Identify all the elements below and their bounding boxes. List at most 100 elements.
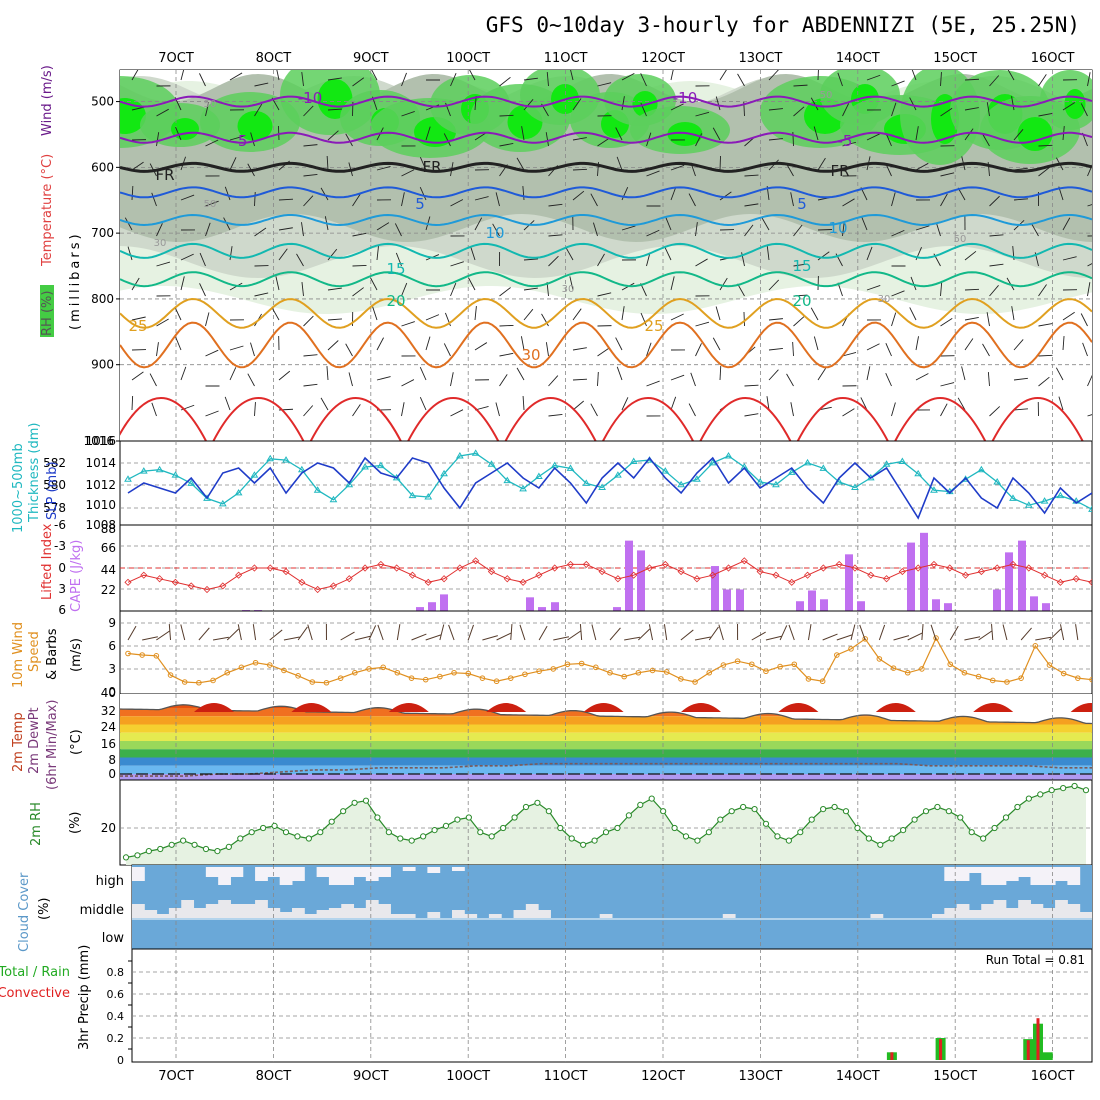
wind-barb: [303, 405, 314, 417]
lifted-index-point: [250, 564, 258, 572]
wind10m-barb: [510, 624, 513, 641]
cloud-mid-cell: [1030, 904, 1044, 918]
cloud-mid-cell: [132, 904, 145, 918]
wind10m-label-1: 10m Wind: [11, 622, 26, 688]
thickness-point: [930, 486, 938, 493]
thickness-point: [250, 471, 259, 478]
wind-barb: [469, 70, 476, 81]
wind-barb: [320, 397, 329, 411]
cape-bar: [428, 602, 436, 611]
wind-barb: [891, 229, 905, 237]
wind-barb: [915, 225, 930, 231]
cloud-high-cell: [1018, 867, 1031, 877]
lifted-index-point: [140, 571, 148, 579]
date-label-bottom: 7OCT: [158, 1069, 194, 1084]
wind10m-point: [989, 677, 996, 684]
wind-barb: [450, 282, 457, 297]
pressure-tick: 1016: [83, 434, 114, 448]
wind10m-point: [1046, 662, 1053, 668]
wind-barb: [910, 276, 917, 291]
cape-bar: [551, 602, 559, 611]
thickness-label-2: Thickness (dm): [27, 423, 42, 523]
li-tick: 0: [58, 561, 66, 575]
wind-barb: [401, 402, 405, 417]
cape-bar: [932, 599, 940, 611]
wind-barb: [744, 384, 759, 387]
wind-barb: [327, 108, 342, 111]
cloud-high-cell: [968, 867, 982, 873]
wind-barb: [817, 368, 827, 381]
cloud-mid-cell: [956, 904, 970, 918]
wind10m-panel: 9 6 3 0 10m Wind Speed & Barbs (m/s): [11, 610, 1093, 699]
cloud-mid-cell: [279, 912, 293, 918]
rh2m-point: [602, 829, 610, 836]
wind-barb: [891, 402, 896, 417]
cape-bar: [796, 601, 804, 611]
wind10m-point: [125, 650, 131, 657]
wind-barb: [401, 282, 408, 297]
thickness-point: [408, 491, 417, 499]
wind-barb: [450, 72, 457, 87]
wind-barb: [254, 227, 267, 237]
wind-barb: [376, 222, 390, 231]
cloud-mid-cell: [1067, 904, 1081, 918]
thickness-point: [361, 462, 369, 470]
wind-barb: [320, 187, 329, 201]
temp-peak: [388, 703, 429, 712]
cape-lifted-index-panel: -6 -3 0 3 6 88 66 44 22 Lifted Index CAPE (J/kg): [40, 518, 1093, 617]
date-label-bottom: 8OCT: [256, 1069, 292, 1084]
wind-barb: [986, 102, 990, 117]
thickness-point: [266, 454, 275, 462]
wind-barb: [646, 380, 660, 387]
thickness-point: [772, 480, 780, 488]
lifted-index-point: [535, 571, 543, 579]
rh2m-point: [728, 808, 735, 815]
rh2m-point: [168, 841, 175, 848]
wind-barb: [570, 70, 574, 81]
rh2m-point: [442, 822, 450, 830]
cloud-mid-cell: [981, 904, 995, 918]
temp-peak: [291, 703, 332, 712]
wind-barb: [327, 287, 342, 291]
wind-barb: [1038, 323, 1053, 327]
wind-barb: [254, 292, 269, 297]
rh2m-point: [568, 835, 575, 842]
cape-bar: [440, 594, 448, 611]
date-label-bottom: 12OCT: [641, 1069, 685, 1084]
isotherm-15: [120, 242, 1092, 259]
cloud-mid-cell: [870, 914, 884, 918]
cape-bar: [857, 601, 865, 611]
wind-barb: [989, 195, 1000, 207]
cloud-cover-panel: high middle low Cloud Cover (%): [17, 864, 1093, 952]
rh2m-point: [922, 808, 930, 815]
rh2m-point: [854, 824, 861, 832]
wind-barb: [419, 397, 427, 411]
lifted-index-point: [977, 568, 985, 576]
rh2m-point: [317, 829, 324, 836]
rh-contour-label: 50: [820, 90, 833, 101]
wind-barb: [885, 343, 892, 357]
rh2m-point: [362, 797, 370, 804]
wind10m-tick: 0: [108, 685, 116, 699]
slp-label: SLP (mb): [45, 461, 60, 520]
temp-peak: [875, 703, 916, 712]
temp-peak: [681, 703, 721, 712]
isotherm-35-arc: [602, 397, 694, 441]
cloud-layer-label: middle: [80, 903, 124, 918]
wind-barb: [768, 70, 779, 81]
wind-barb: [621, 397, 629, 411]
wind-barb: [964, 317, 979, 321]
wind10m-point: [309, 679, 316, 685]
rh2m-point: [888, 835, 895, 842]
rh2m-point: [545, 808, 552, 815]
wind-barb: [719, 277, 728, 291]
cloud-mid-cell: [218, 900, 231, 918]
wind-barb: [616, 156, 623, 171]
wind-barb: [911, 70, 917, 81]
wind-barb: [224, 186, 231, 201]
isotherm-35-arc: [504, 397, 597, 441]
wind-barb: [327, 130, 339, 141]
wind-barb: [546, 72, 549, 87]
lifted-index-point: [124, 578, 132, 586]
wind10m-barb: [807, 624, 812, 641]
